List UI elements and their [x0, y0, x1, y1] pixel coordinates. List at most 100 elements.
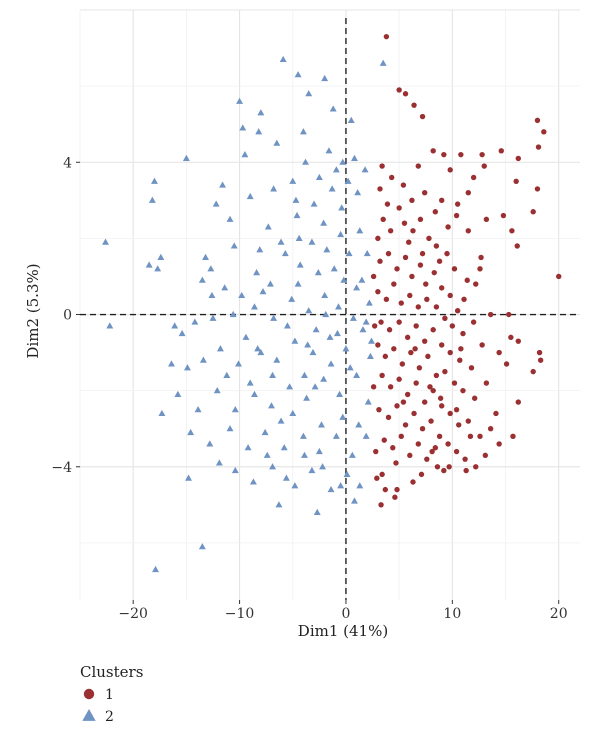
point-cluster-1: [534, 186, 541, 192]
y-tick-label: 0: [63, 308, 72, 324]
point-cluster-1: [394, 403, 400, 409]
point-cluster-2: [345, 249, 353, 257]
point-cluster-2: [213, 387, 221, 394]
point-cluster-1: [447, 410, 453, 417]
point-cluster-1: [471, 395, 478, 401]
point-cluster-2: [209, 314, 217, 321]
point-cluster-1: [508, 334, 514, 341]
point-cluster-2: [314, 269, 322, 276]
point-cluster-1: [396, 319, 402, 325]
point-cluster-1: [446, 464, 452, 470]
point-cluster-2: [289, 409, 297, 417]
point-cluster-1: [389, 174, 395, 181]
y-axis-title: Dim2 (5.3%): [24, 263, 42, 358]
legend-items: 12: [82, 687, 114, 725]
point-cluster-1: [530, 368, 536, 375]
point-cluster-1: [432, 445, 439, 451]
point-cluster-2: [337, 482, 345, 489]
x-tick-label: −20: [118, 606, 148, 622]
point-cluster-1: [398, 300, 404, 306]
point-cluster-2: [315, 447, 323, 455]
point-cluster-1: [421, 190, 428, 196]
x-tick-label: 10: [443, 606, 461, 622]
point-cluster-2: [363, 249, 371, 257]
point-cluster-1: [375, 342, 381, 348]
point-cluster-2: [288, 295, 296, 302]
point-cluster-1: [513, 178, 519, 184]
point-cluster-1: [409, 273, 415, 280]
point-cluster-1: [417, 216, 424, 223]
point-cluster-1: [377, 258, 383, 264]
point-cluster-1: [433, 243, 440, 249]
point-cluster-2: [215, 459, 223, 466]
point-cluster-1: [428, 418, 434, 424]
point-cluster-1: [482, 452, 489, 459]
point-cluster-2: [255, 128, 263, 135]
point-cluster-1: [410, 228, 416, 234]
point-cluster-1: [424, 456, 430, 462]
point-cluster-2: [158, 409, 166, 417]
point-cluster-2: [266, 280, 274, 287]
point-cluster-2: [239, 124, 247, 131]
point-cluster-2: [327, 360, 335, 367]
point-cluster-2: [293, 211, 301, 219]
point-cluster-1: [441, 151, 447, 158]
point-cluster-2: [313, 508, 321, 516]
point-cluster-2: [207, 265, 215, 272]
point-cluster-2: [256, 246, 264, 253]
point-cluster-1: [436, 433, 443, 440]
point-cluster-2: [273, 139, 281, 146]
point-cluster-1: [477, 266, 483, 272]
point-cluster-1: [451, 380, 458, 386]
point-cluster-1: [375, 235, 381, 242]
point-cluster-2: [299, 432, 307, 439]
point-cluster-1: [399, 361, 406, 367]
point-cluster-1: [384, 201, 391, 207]
point-cluster-2: [296, 261, 304, 268]
point-cluster-1: [541, 129, 547, 135]
point-cluster-1: [470, 174, 477, 181]
axis-ticks: −20 −10 0 10 20 −4 0 4: [51, 155, 567, 622]
point-cluster-1: [465, 228, 471, 234]
point-cluster-2: [231, 466, 239, 474]
point-cluster-2: [145, 261, 153, 268]
point-cluster-1: [439, 285, 445, 291]
point-cluster-2: [343, 470, 351, 477]
point-cluster-2: [289, 177, 297, 184]
point-cluster-2: [279, 55, 287, 63]
point-cluster-1: [383, 33, 390, 40]
point-cluster-1: [427, 384, 433, 390]
point-cluster-1: [433, 304, 440, 310]
point-cluster-2: [337, 230, 345, 238]
point-cluster-1: [439, 403, 445, 409]
point-cluster-2: [329, 105, 337, 112]
point-cluster-1: [470, 319, 477, 325]
point-cluster-1: [418, 471, 425, 478]
point-cluster-2: [269, 371, 277, 378]
point-cluster-2: [199, 356, 207, 363]
point-cluster-2: [333, 329, 341, 337]
point-cluster-1: [465, 190, 471, 196]
point-cluster-2: [249, 478, 257, 485]
point-cluster-1: [444, 250, 450, 257]
point-cluster-2: [226, 425, 234, 432]
point-cluster-2: [301, 371, 308, 378]
point-cluster-1: [447, 292, 453, 299]
point-cluster-1: [412, 346, 418, 352]
point-cluster-2: [295, 234, 303, 241]
point-cluster-2: [106, 322, 114, 329]
point-cluster-2: [230, 242, 238, 249]
point-cluster-2: [219, 181, 227, 188]
point-cluster-1: [447, 167, 453, 173]
point-cluster-2: [358, 276, 366, 283]
point-cluster-2: [308, 238, 316, 245]
point-cluster-1: [421, 399, 428, 405]
point-cluster-2: [241, 151, 249, 158]
point-cluster-2: [291, 337, 299, 344]
point-cluster-1: [413, 323, 419, 329]
point-cluster-1: [430, 327, 436, 333]
point-cluster-1: [374, 475, 380, 481]
point-cluster-2: [244, 444, 252, 451]
point-cluster-1: [473, 281, 479, 287]
